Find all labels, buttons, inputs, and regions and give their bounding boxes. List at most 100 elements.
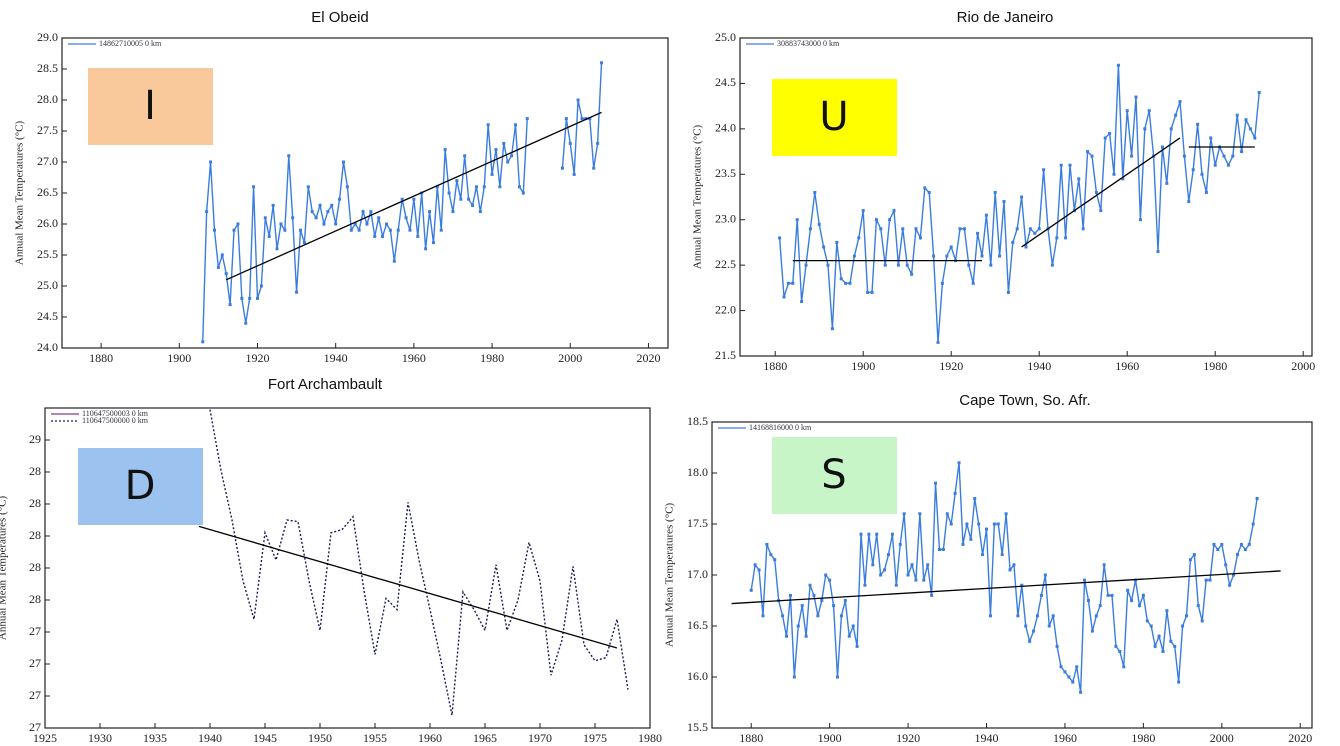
- y-tick-label: 26.5: [37, 185, 58, 199]
- data-point: [478, 210, 482, 214]
- data-point: [855, 644, 859, 648]
- x-tick-label: 1900: [167, 351, 191, 365]
- data-point: [568, 141, 572, 145]
- data-point: [749, 588, 753, 592]
- y-tick-label: 21.5: [715, 348, 736, 362]
- data-point: [1020, 583, 1024, 587]
- data-point: [962, 227, 966, 231]
- data-point: [1187, 200, 1191, 204]
- data-point: [572, 172, 576, 176]
- data-point: [984, 213, 988, 217]
- data-point: [822, 245, 826, 249]
- x-tick-label: 1920: [896, 731, 920, 745]
- data-point: [1012, 563, 1016, 567]
- data-point: [1212, 542, 1216, 546]
- data-point: [1125, 109, 1129, 113]
- y-tick-label: 24.5: [715, 75, 736, 89]
- data-point: [1094, 190, 1098, 194]
- data-point: [580, 117, 584, 121]
- y-tick-label: 27: [29, 624, 41, 638]
- data-point: [259, 284, 263, 288]
- data-point: [1116, 63, 1120, 67]
- data-point: [1011, 240, 1015, 244]
- badge-letter: D: [125, 463, 156, 509]
- data-point: [1208, 578, 1212, 582]
- data-point: [1090, 629, 1094, 633]
- data-point: [844, 281, 848, 285]
- data-point: [914, 578, 918, 582]
- data-point: [896, 263, 900, 267]
- y-tick-label: 28.0: [37, 92, 58, 106]
- data-point: [252, 185, 256, 189]
- data-point: [349, 228, 353, 232]
- data-point: [318, 203, 322, 207]
- series-line: [750, 462, 1258, 693]
- y-tick-label: 28: [29, 560, 41, 574]
- data-point: [874, 218, 878, 222]
- y-tick-label: 25.0: [715, 30, 736, 44]
- y-axis-label: Annual Mean Temperatures (°C): [14, 121, 26, 266]
- y-tick-label: 22.5: [715, 257, 736, 271]
- data-point: [937, 548, 941, 551]
- data-point: [953, 491, 957, 495]
- data-point: [1059, 163, 1063, 167]
- data-point: [1102, 563, 1106, 567]
- data-point: [330, 203, 334, 207]
- data-point: [1108, 131, 1112, 135]
- data-point: [866, 290, 870, 294]
- data-point: [945, 512, 949, 516]
- data-point: [922, 578, 926, 582]
- data-point: [1059, 665, 1063, 669]
- data-point: [1196, 604, 1200, 608]
- trend-line: [731, 570, 1281, 605]
- x-tick-label: 1880: [89, 351, 113, 365]
- x-tick-label: 1955: [363, 731, 387, 745]
- data-point: [1138, 218, 1142, 222]
- data-point: [832, 604, 836, 608]
- data-point: [455, 179, 459, 183]
- data-point: [1106, 593, 1110, 597]
- y-tick-label: 28: [29, 464, 41, 478]
- data-point: [1143, 127, 1147, 131]
- data-point: [1147, 109, 1151, 113]
- data-point: [1240, 150, 1244, 154]
- y-tick-label: 25.0: [37, 278, 58, 292]
- badge-letter: I: [144, 83, 156, 129]
- data-point: [1035, 614, 1039, 618]
- data-point: [1253, 136, 1257, 140]
- data-point: [985, 527, 989, 531]
- data-point: [967, 263, 971, 267]
- x-tick-label: 1900: [851, 359, 875, 373]
- data-point: [1192, 553, 1196, 557]
- x-tick-label: 2000: [558, 351, 582, 365]
- data-point: [1226, 163, 1230, 167]
- data-point: [1243, 548, 1247, 551]
- y-tick-label: 27.0: [37, 154, 58, 168]
- data-point: [1004, 512, 1008, 516]
- data-point: [843, 599, 847, 602]
- data-point: [1141, 593, 1145, 597]
- data-point: [201, 340, 205, 344]
- data-point: [1244, 118, 1248, 122]
- data-point: [1130, 154, 1134, 158]
- data-point: [482, 185, 486, 189]
- y-tick-label: 17.5: [687, 516, 708, 530]
- data-point: [1063, 670, 1067, 674]
- data-point: [502, 141, 506, 145]
- data-point: [769, 553, 773, 557]
- data-point: [1086, 150, 1090, 154]
- data-point: [295, 290, 299, 294]
- data-point: [1165, 609, 1169, 613]
- data-point: [871, 563, 875, 567]
- data-point: [910, 563, 914, 567]
- legend-label: 110647500003 0 km: [82, 409, 149, 418]
- data-point: [1000, 553, 1004, 557]
- x-tick-label: 1930: [88, 731, 112, 745]
- data-point: [377, 216, 381, 220]
- x-tick-label: 1980: [638, 731, 662, 745]
- data-point: [1033, 231, 1037, 235]
- data-point: [506, 160, 510, 164]
- x-tick-label: 2020: [636, 351, 660, 365]
- x-tick-label: 2000: [1291, 359, 1315, 373]
- data-point: [910, 272, 914, 276]
